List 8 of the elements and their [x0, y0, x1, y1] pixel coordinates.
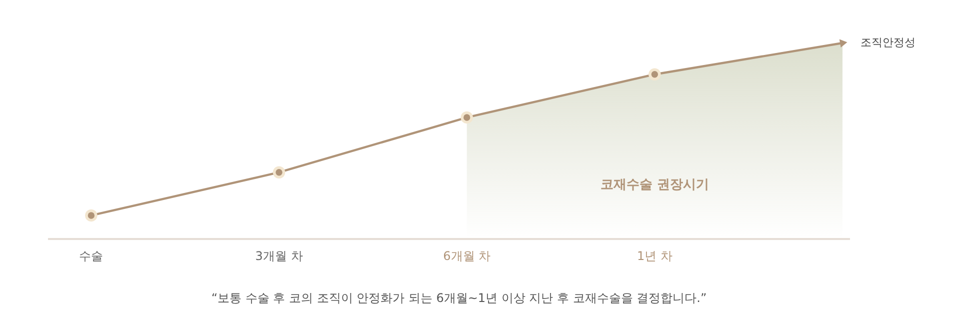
y-axis-title: 조직안정성: [860, 36, 916, 49]
x-tick-label: 6개월 차: [443, 249, 491, 263]
x-tick-label: 3개월 차: [255, 249, 303, 263]
x-tick-label: 1년 차: [636, 249, 672, 263]
x-tick-label: 수술: [79, 249, 104, 263]
point: [839, 39, 848, 48]
text: “보통 수술 후 코의 조직이 안정화가 되는 6개월~1년 이상 지난 후 코재수술을 결정합니다.”: [211, 291, 707, 305]
series-label: 코재수술 권장시기: [600, 177, 709, 192]
